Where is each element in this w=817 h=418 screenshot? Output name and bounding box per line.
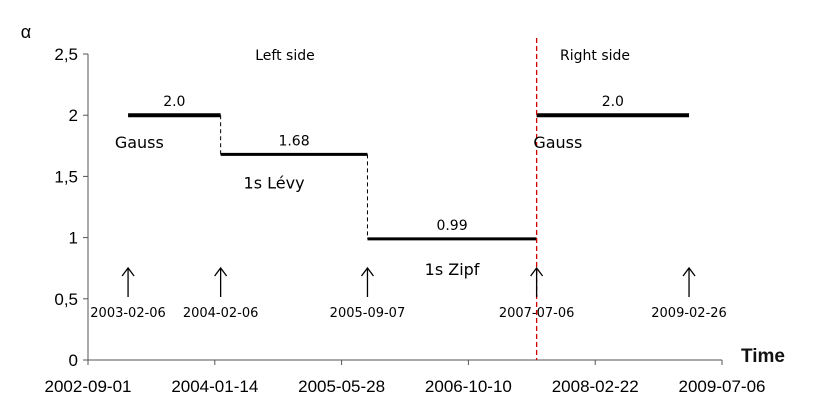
- event-date-label: 2007-07-06: [499, 306, 575, 321]
- event-arrow-head: [360, 266, 374, 277]
- y-axis-label: α: [21, 22, 31, 42]
- y-tick-label: 1,5: [54, 167, 78, 186]
- event-arrow-head: [214, 266, 228, 277]
- segment-value-label: 2.0: [602, 94, 624, 110]
- event-arrow-head: [682, 266, 696, 277]
- left-side-label: Left side: [255, 48, 314, 64]
- y-tick-label: 2,5: [54, 45, 78, 64]
- segment-value-label: 2.0: [163, 94, 185, 110]
- x-tick-label: 2009-07-06: [679, 377, 766, 396]
- y-tick-label: 0: [69, 351, 78, 370]
- regime-label: Gauss: [115, 133, 164, 152]
- event-arrow-head: [530, 266, 544, 277]
- x-tick-label: 2008-02-22: [552, 377, 639, 396]
- axes: 0 0,5 1 1,5 2 2,5 2002-09-01 2004-01-14 2005-05-…: [21, 22, 785, 396]
- y-tick-label: 0,5: [54, 290, 78, 309]
- chart-marks: [121, 38, 696, 360]
- y-tick-label: 1: [69, 229, 78, 248]
- x-axis-label: Time: [741, 346, 785, 367]
- regime-label: Gauss: [533, 133, 582, 152]
- event-date-label: 2004-02-06: [183, 306, 259, 321]
- regime-label: 1s Lévy: [244, 173, 305, 192]
- regime-label: 1s Zipf: [425, 260, 480, 279]
- x-tick-label: 2005-05-28: [298, 377, 385, 396]
- segment-value-label: 1.68: [278, 133, 309, 149]
- x-tick-label: 2004-01-14: [171, 377, 258, 396]
- x-tick-label: 2006-10-10: [425, 377, 512, 396]
- event-date-label: 2005-09-07: [330, 306, 406, 321]
- x-tick-label: 2002-09-01: [45, 377, 132, 396]
- segment-value-label: 0.99: [436, 218, 467, 234]
- y-tick-label: 2: [69, 106, 78, 125]
- event-arrow-head: [121, 266, 135, 277]
- event-date-label: 2009-02-26: [651, 306, 727, 321]
- chart-labels: 2.0 Gauss 1.68 1s Lévy 0.99 1s Zipf 2.0 Gauss Le…: [90, 48, 727, 321]
- event-date-label: 2003-02-06: [90, 306, 166, 321]
- right-side-label: Right side: [560, 48, 630, 64]
